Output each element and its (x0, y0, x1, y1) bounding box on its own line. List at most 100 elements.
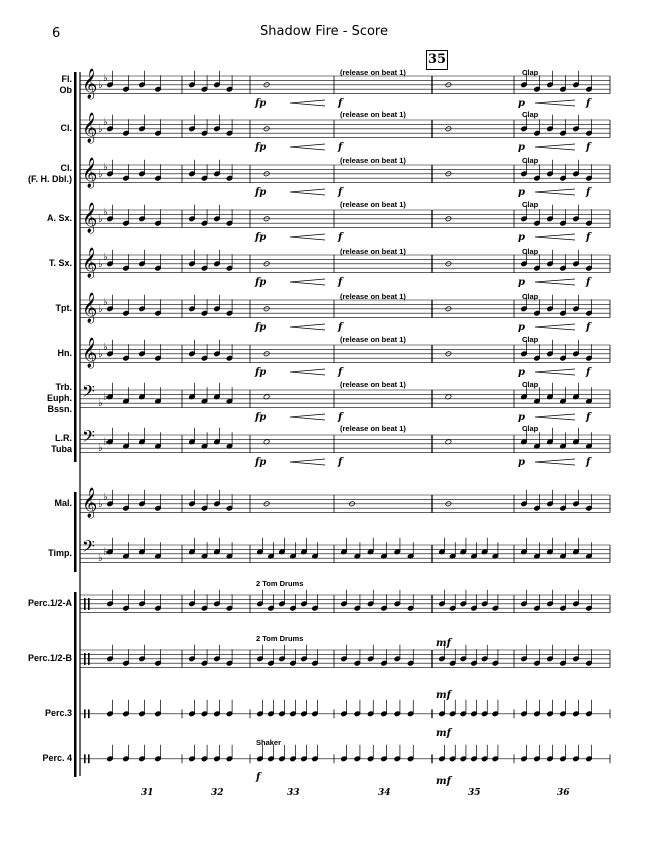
instrument-label: Cl. (60, 123, 72, 134)
dynamic-f: f (586, 322, 591, 333)
release-note: (release on beat 1) (340, 424, 406, 433)
treble-clef-icon: 𝄞 (82, 337, 97, 369)
instrument-label: Fl. Ob (59, 73, 73, 95)
dynamic-f: f (338, 322, 343, 333)
crescendo-hairpin (534, 368, 576, 376)
clap-label: Clap (522, 156, 539, 165)
dynamic-fp: fp (255, 367, 267, 378)
notehead (263, 216, 270, 222)
crescendo-hairpin (289, 278, 326, 286)
instrument-label: Mal. (54, 498, 72, 509)
crescendo-hairpin (534, 143, 576, 151)
measure-number: 35 (468, 788, 481, 798)
notehead (263, 394, 270, 400)
dynamic-f: f (586, 187, 591, 198)
perc-clef-icon (88, 598, 90, 610)
notehead (445, 351, 452, 357)
crescendo-hairpin (289, 413, 326, 421)
clap-label: Clap (522, 110, 539, 119)
dynamic-p: p (518, 142, 525, 153)
notehead (263, 171, 270, 177)
crescendo-hairpin (534, 278, 576, 286)
page-title: Shadow Fire - Score (260, 24, 388, 39)
dynamic-fp: fp (255, 412, 267, 423)
flat-icon: ♭ (98, 553, 103, 564)
dynamic-f: f (586, 232, 591, 243)
instrument-label: Trb. Euph. Bssn. (47, 382, 72, 415)
crescendo-hairpin (534, 413, 576, 421)
dynamic-f: f (586, 98, 591, 109)
system-bracket-perc (74, 592, 77, 777)
notehead (445, 82, 452, 88)
bass-clef-icon: 𝄢 (82, 381, 95, 405)
dynamic-fp: fp (255, 98, 267, 109)
treble-clef-icon: 𝄞 (82, 487, 97, 519)
instrument-label: L.R. Tuba (51, 432, 72, 454)
dynamic-f: f (338, 412, 343, 423)
flat-icon: ♭ (98, 398, 103, 409)
measure-number: 33 (287, 788, 300, 798)
instrument-label: A. Sx. (46, 213, 72, 224)
dynamic-f: f (586, 277, 591, 288)
clap-label: Clap (522, 424, 539, 433)
notehead (445, 439, 452, 445)
dynamic-f: f (586, 457, 591, 468)
perc-clef-icon (84, 598, 86, 610)
crescendo-hairpin (534, 188, 576, 196)
measure-number: 36 (557, 788, 570, 798)
notehead (348, 501, 356, 507)
tom-drums-label: 2 Tom Drums (256, 634, 304, 643)
flat-icon: ♭ (98, 124, 103, 135)
treble-clef-icon: 𝄞 (82, 247, 97, 279)
dynamic-f: f (338, 367, 343, 378)
flat-icon: ♭ (103, 117, 108, 128)
crescendo-hairpin (534, 233, 576, 241)
crescendo-hairpin (289, 368, 326, 376)
system-bracket-mallets (74, 492, 77, 572)
instrument-label: Perc.1/2-A (27, 598, 72, 609)
dynamic-mf: mf (436, 776, 451, 787)
clap-label: Clap (522, 247, 539, 256)
flat-icon: ♭ (103, 73, 108, 84)
notehead (445, 126, 452, 132)
clap-label: Clap (522, 335, 539, 344)
release-note: (release on beat 1) (340, 200, 406, 209)
bass-clef-icon: 𝄢 (82, 426, 95, 450)
clap-label: Clap (522, 200, 539, 209)
crescendo-hairpin (534, 458, 576, 466)
notehead (445, 394, 452, 400)
page-number: 6 (52, 26, 61, 41)
perc-clef-icon (84, 709, 86, 719)
flat-icon: ♭ (103, 297, 108, 308)
instrument-label: Cl. (F. H. Dbl.) (28, 162, 72, 184)
notehead (263, 261, 270, 267)
release-note: (release on beat 1) (340, 247, 406, 256)
notehead (263, 82, 270, 88)
dynamic-mf: mf (436, 728, 451, 739)
instrument-label: Timp. (48, 548, 72, 559)
perc-clef-icon (84, 653, 86, 665)
notehead (263, 439, 270, 445)
flat-icon: ♭ (103, 392, 108, 403)
crescendo-hairpin (534, 323, 576, 331)
rehearsal-mark: 35 (426, 50, 448, 70)
system-bracket-winds (74, 72, 77, 462)
flat-icon: ♭ (103, 252, 108, 263)
notehead (263, 501, 270, 507)
instrument-label: Perc.3 (44, 708, 72, 719)
instrument-label: Perc. 4 (42, 753, 72, 764)
dynamic-fp: fp (255, 277, 267, 288)
clap-label: Clap (522, 68, 539, 77)
release-note: (release on beat 1) (340, 68, 406, 77)
dynamic-p: p (518, 412, 525, 423)
crescendo-hairpin (289, 143, 326, 151)
notehead (445, 306, 452, 312)
dynamic-f: f (256, 772, 261, 783)
release-note: (release on beat 1) (340, 292, 406, 301)
dynamic-fp: fp (255, 457, 267, 468)
dynamic-fp: fp (255, 187, 267, 198)
dynamic-fp: fp (255, 142, 267, 153)
crescendo-hairpin (289, 99, 326, 107)
instrument-label: Tpt. (55, 303, 73, 314)
notehead (445, 501, 452, 507)
